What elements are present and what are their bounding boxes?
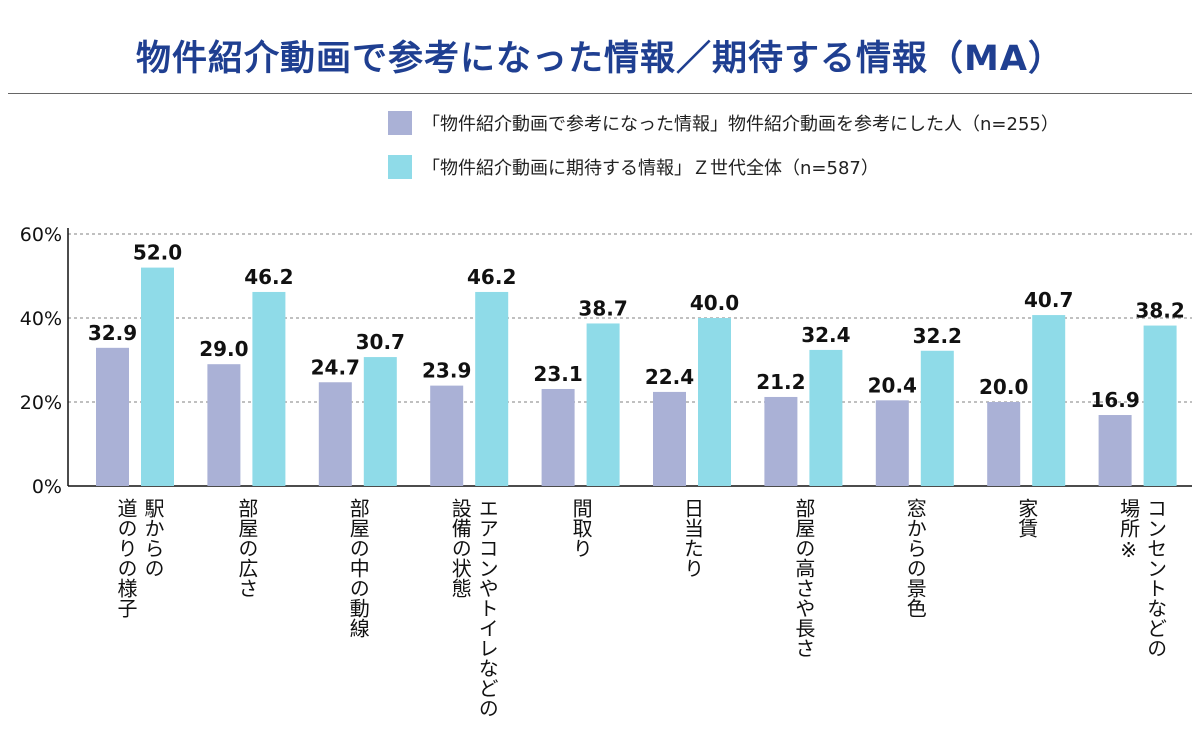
bar-series1 xyxy=(96,347,129,486)
bar-series1 xyxy=(1098,415,1132,486)
x-tick-label: 駅からの 道のりの様子 xyxy=(114,498,165,618)
data-label-series1: 21.2 xyxy=(756,370,805,394)
bar-series2 xyxy=(363,357,397,486)
bar-series2 xyxy=(475,291,509,486)
bar-series2 xyxy=(920,350,954,486)
y-tick-label: 40% xyxy=(20,308,62,330)
data-label-series2: 40.7 xyxy=(1024,288,1073,312)
x-tick-label: 家賃 xyxy=(1014,498,1039,538)
bar-series1 xyxy=(875,400,909,486)
data-label-series2: 32.4 xyxy=(801,323,850,347)
data-label-series2: 40.0 xyxy=(690,291,739,315)
legend-item-series2: 「物件紹介動画に期待する情報」Ｚ世代全体（n=587） xyxy=(388,152,1059,182)
data-label-series1: 20.0 xyxy=(979,375,1028,399)
data-label-series2: 32.2 xyxy=(913,324,962,348)
legend-swatch-series1 xyxy=(388,111,412,135)
y-tick-label: 0% xyxy=(32,476,62,498)
data-label-series2: 46.2 xyxy=(467,265,516,289)
bar-series2 xyxy=(141,267,174,486)
legend-label-series2: 「物件紹介動画に期待する情報」Ｚ世代全体（n=587） xyxy=(422,158,879,179)
y-tick-label: 20% xyxy=(20,392,62,414)
y-tick-label: 60% xyxy=(20,224,62,246)
x-tick-label: 部屋の広さ xyxy=(234,498,259,598)
x-tick-label: エアコンやトイレなどの 設備の状態 xyxy=(448,498,500,718)
legend: 「物件紹介動画で参考になった情報」物件紹介動画を参考にした人（n=255） 「物… xyxy=(388,108,1059,196)
legend-label-series1: 「物件紹介動画で参考になった情報」物件紹介動画を参考にした人（n=255） xyxy=(422,114,1059,135)
x-tick-label: 部屋の高さや長さ xyxy=(791,498,816,658)
bar-series1 xyxy=(764,396,798,486)
legend-swatch-series2 xyxy=(388,155,412,179)
bar-series2 xyxy=(586,323,620,486)
bar-series1 xyxy=(653,391,686,486)
bar-series2 xyxy=(698,318,731,486)
chart-title: 物件紹介動画で参考になった情報／期待する情報（MA） xyxy=(136,39,1064,79)
data-label-series1: 29.0 xyxy=(199,337,248,361)
data-label-series1: 22.4 xyxy=(645,365,694,389)
bar-series1 xyxy=(318,382,352,486)
legend-item-series1: 「物件紹介動画で参考になった情報」物件紹介動画を参考にした人（n=255） xyxy=(388,108,1059,138)
bar-series2 xyxy=(1143,325,1177,486)
data-label-series2: 38.2 xyxy=(1135,299,1184,323)
data-label-series1: 20.4 xyxy=(868,373,917,397)
data-label-series2: 46.2 xyxy=(244,265,293,289)
bar-series2 xyxy=(1032,315,1066,486)
data-label-series1: 23.1 xyxy=(533,362,582,386)
data-label-series1: 32.9 xyxy=(88,321,137,345)
bar-series2 xyxy=(809,349,843,486)
bar-series1 xyxy=(541,388,575,486)
x-tick-label: 間取り xyxy=(569,498,594,558)
data-label-series2: 30.7 xyxy=(356,330,405,354)
data-label-series2: 38.7 xyxy=(578,296,627,320)
data-label-series1: 16.9 xyxy=(1090,388,1139,412)
bar-series1 xyxy=(987,402,1021,486)
data-label-series1: 24.7 xyxy=(311,355,360,379)
bar-series1 xyxy=(207,364,241,486)
data-label-series1: 23.9 xyxy=(422,359,471,383)
bar-series1 xyxy=(430,385,464,486)
bar-series2 xyxy=(252,291,286,486)
x-tick-label: 窓からの景色 xyxy=(903,498,928,618)
title-divider xyxy=(8,93,1192,94)
data-label-series2: 52.0 xyxy=(133,241,182,265)
x-tick-label: コンセントなどの 場所※ xyxy=(1116,498,1168,658)
x-tick-label: 日当たり xyxy=(680,498,705,578)
x-tick-label: 部屋の中の動線 xyxy=(346,498,371,638)
